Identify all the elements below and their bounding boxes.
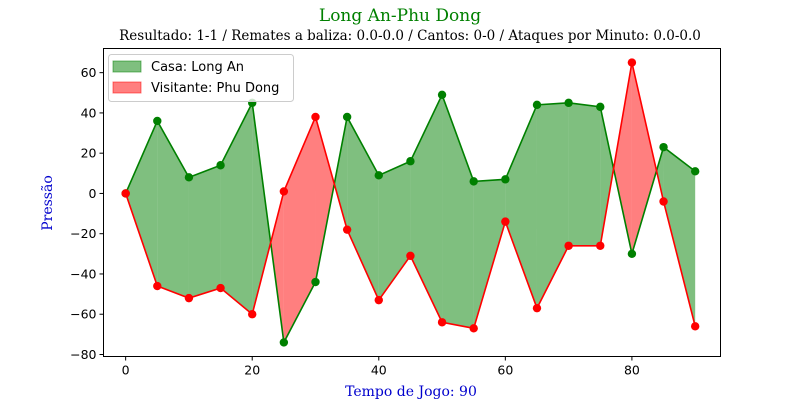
legend-box [108, 54, 294, 102]
y-tick-label: −20 [70, 226, 96, 241]
home-fill-segment-7 [347, 116, 379, 301]
y-tick-label: 60 [81, 65, 97, 80]
home-fill-segment-6b [334, 116, 348, 230]
home-point [279, 338, 289, 347]
y-axis-ticks: −80 −60 −40 −20 0 20 40 60 [70, 65, 104, 362]
away-point [501, 217, 510, 226]
home-fill-segment-11 [473, 179, 506, 329]
y-tick-label: −60 [70, 307, 96, 322]
away-fill-segment-4b [270, 191, 284, 343]
home-fill-segment-0 [125, 120, 158, 287]
home-point [501, 175, 510, 184]
x-tick-label: 0 [122, 363, 130, 378]
y-axis-label: Pressão [40, 175, 56, 231]
home-point [532, 100, 542, 110]
home-point [342, 112, 352, 122]
away-fill-segment-6a [315, 116, 335, 283]
y-tick-label: 40 [81, 105, 97, 120]
away-point [374, 295, 383, 305]
away-point [248, 310, 257, 319]
home-point [311, 277, 320, 287]
home-fill-segment-10 [442, 94, 474, 329]
legend-label-away: Visitante: Phu Dong [151, 81, 279, 96]
x-tick-label: 20 [244, 363, 260, 378]
away-point [532, 303, 542, 313]
x-tick-label: 80 [624, 363, 640, 378]
x-tick-label: 40 [371, 363, 387, 378]
home-point [627, 249, 637, 259]
chart-subtitle: Resultado: 1-1 / Remates a baliza: 0.0-0… [119, 28, 701, 44]
home-point [406, 157, 415, 166]
away-point [627, 58, 637, 67]
home-point [184, 173, 194, 182]
away-fill-segment-16a [631, 62, 657, 254]
home-fill-segment-8 [378, 161, 411, 301]
legend: Casa: Long An Visitante: Phu Dong [108, 54, 294, 102]
home-point [437, 90, 447, 100]
home-point [659, 142, 668, 152]
y-tick-label: 20 [81, 146, 97, 161]
x-axis-ticks: 0 20 40 60 80 [122, 356, 640, 378]
home-fill-segment-1 [157, 120, 189, 299]
home-point [153, 116, 162, 126]
home-point [469, 177, 478, 186]
x-tick-label: 60 [497, 363, 513, 378]
away-point [279, 187, 289, 196]
legend-swatch-away [112, 81, 142, 94]
home-point [690, 167, 700, 176]
away-point [216, 283, 225, 293]
home-fill-segment-2 [188, 165, 221, 299]
away-point [342, 225, 352, 234]
home-fill-segment-15a [600, 106, 614, 246]
home-point [216, 161, 225, 170]
y-tick-label: −40 [70, 266, 96, 281]
y-tick-label: 0 [89, 186, 97, 201]
x-axis-label: Tempo de Jogo: 90 [345, 384, 477, 400]
away-point [659, 197, 668, 206]
home-fill-segment-12 [505, 104, 537, 309]
home-fill-segment-17 [663, 147, 696, 327]
plot-frame [103, 48, 721, 357]
home-point [564, 98, 573, 108]
away-fill-segment-5 [283, 116, 316, 343]
away-point [690, 322, 700, 331]
legend-swatch-home [112, 60, 142, 73]
home-fill-segment-14 [568, 102, 601, 246]
away-point [153, 281, 162, 291]
home-fill-segment-9 [410, 94, 443, 323]
legend-label-home: Casa: Long An [151, 60, 244, 75]
home-point [374, 171, 383, 180]
away-point [469, 324, 478, 333]
away-point [437, 318, 447, 327]
home-fill-segment-13 [536, 102, 569, 309]
home-fill-segment-16b [656, 147, 664, 202]
away-point [564, 241, 573, 250]
away-point [311, 112, 320, 122]
home-fill-segment-3 [220, 102, 253, 315]
away-point [121, 189, 130, 198]
away-point [596, 241, 605, 250]
away-point [406, 251, 415, 261]
home-fill-segment-4a [252, 102, 271, 315]
home-point [596, 102, 605, 112]
chart-title: Long An-Phu Dong [319, 6, 481, 26]
away-fill-segment-15b [613, 62, 632, 254]
away-point [184, 293, 194, 303]
y-tick-label: −80 [70, 347, 96, 362]
area-fills [125, 62, 696, 343]
